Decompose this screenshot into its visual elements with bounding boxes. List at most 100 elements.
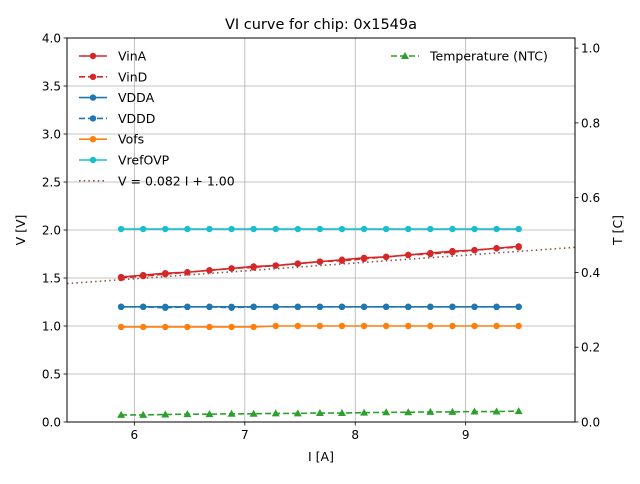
data-point	[250, 225, 257, 233]
legend-marker	[89, 156, 97, 164]
legend-label: Vofs	[118, 132, 144, 147]
data-point	[184, 303, 191, 310]
data-point	[470, 407, 479, 415]
legend-label: VDDA	[118, 90, 155, 105]
data-point	[360, 255, 368, 262]
data-point	[139, 410, 148, 418]
chart-title: VI curve for chip: 0x1549a	[225, 17, 417, 33]
data-point	[272, 303, 279, 310]
legend-label: VinD	[118, 69, 147, 84]
y2-tick-label: 0.6	[581, 191, 600, 205]
legend-label: VinA	[118, 49, 147, 64]
data-point	[315, 409, 324, 417]
data-point	[162, 323, 169, 331]
data-point	[427, 322, 434, 330]
y-tick-label: 3.0	[42, 128, 61, 142]
data-point	[493, 225, 500, 233]
y-tick-label: 0.0	[42, 416, 61, 430]
data-point	[183, 410, 192, 418]
x-axis-label: I [A]	[308, 449, 334, 464]
data-point	[140, 323, 147, 331]
y-tick-label: 2.5	[42, 176, 61, 190]
data-point	[338, 303, 346, 310]
y-tick-label: 4.0	[42, 32, 61, 46]
x-tick-label: 9	[462, 428, 470, 442]
y2-tick-label: 0.2	[581, 341, 600, 355]
data-point	[427, 250, 434, 258]
data-point	[338, 225, 346, 233]
data-point	[117, 225, 125, 233]
data-point	[427, 303, 434, 310]
data-point	[117, 274, 125, 282]
data-point	[206, 267, 213, 274]
data-point	[294, 225, 302, 233]
legend-label: V = 0.082 I + 1.00	[118, 173, 235, 188]
legend-marker	[89, 73, 97, 81]
data-point	[205, 410, 214, 418]
data-point	[515, 244, 522, 251]
data-point	[272, 225, 279, 233]
data-point	[405, 322, 412, 330]
data-point	[294, 260, 302, 267]
data-point	[162, 270, 169, 278]
data-point	[360, 225, 368, 233]
data-point	[338, 322, 346, 330]
data-point	[227, 409, 236, 417]
y2-tick-label: 0.0	[581, 416, 600, 430]
legend-marker	[89, 136, 97, 143]
data-point	[449, 248, 456, 256]
data-point	[515, 303, 522, 310]
y-tick-label: 2.0	[42, 224, 61, 238]
y2-tick-label: 0.4	[581, 266, 600, 280]
data-point	[228, 304, 235, 311]
data-point	[228, 225, 235, 233]
data-point	[249, 409, 258, 417]
data-point	[206, 225, 213, 233]
data-point	[250, 264, 257, 271]
data-point	[271, 409, 280, 417]
fit-line	[67, 246, 575, 285]
data-point	[316, 258, 324, 265]
data-point	[449, 225, 456, 233]
legend-item: V = 0.082 I + 1.00	[79, 173, 235, 188]
data-point	[515, 322, 522, 330]
data-point	[471, 246, 478, 254]
data-point	[162, 304, 169, 311]
data-point	[184, 269, 191, 276]
data-point	[405, 303, 412, 310]
data-point	[316, 225, 324, 233]
data-point	[360, 322, 368, 330]
data-point	[382, 225, 390, 233]
data-point	[471, 225, 478, 233]
data-point	[206, 323, 213, 331]
data-point	[140, 225, 147, 233]
data-point	[250, 303, 257, 310]
data-point	[382, 322, 390, 330]
data-point	[382, 253, 390, 261]
legend-right: Temperature (NTC)	[391, 49, 548, 64]
data-point	[449, 322, 456, 330]
data-point	[293, 409, 302, 417]
data-point	[184, 225, 191, 233]
legend-label: Temperature (NTC)	[429, 49, 548, 64]
data-point	[448, 407, 457, 415]
legend-item: Vofs	[79, 132, 144, 147]
data-point	[471, 303, 478, 310]
y2-axis-label: T [C]	[610, 215, 625, 246]
data-point	[426, 407, 435, 415]
data-point	[449, 303, 456, 310]
y-tick-label: 0.5	[42, 368, 61, 382]
y-tick-label: 1.0	[42, 320, 61, 334]
data-point	[360, 408, 369, 416]
plot-area	[67, 225, 575, 418]
x-tick-label: 8	[351, 428, 359, 442]
y2-tick-label: 0.8	[581, 116, 600, 130]
data-point	[493, 303, 500, 310]
legend-item: Temperature (NTC)	[391, 49, 548, 64]
legend-item: VrefOVP	[79, 153, 170, 168]
x-tick-label: 7	[241, 428, 249, 442]
data-point	[493, 245, 500, 252]
legend-item: VinD	[79, 69, 147, 84]
